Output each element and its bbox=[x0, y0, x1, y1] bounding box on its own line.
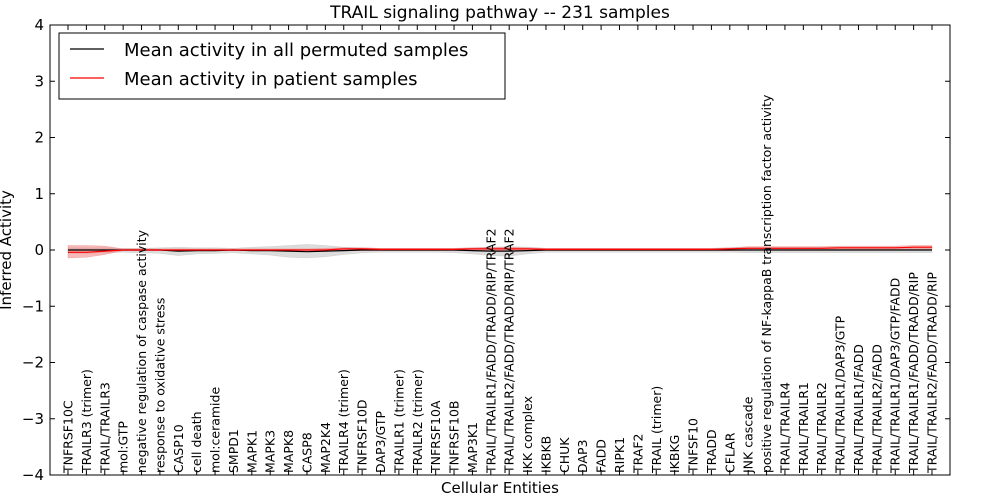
x-category-label: TRAIL/TRAILR1/DAP3/GTP/FADD bbox=[888, 278, 903, 474]
x-category-label: TRAILR3 (trimer) bbox=[79, 369, 94, 474]
x-category-label: MAPK3 bbox=[263, 430, 278, 473]
x-category-label: mol:GTP bbox=[116, 421, 131, 473]
legend-box bbox=[58, 32, 506, 100]
y-tick-label: 3 bbox=[34, 72, 44, 90]
x-category-label: MAPK1 bbox=[244, 430, 259, 473]
y-axis-label: Inferred Activity bbox=[0, 190, 15, 310]
x-category-label: MAP2K4 bbox=[318, 422, 333, 473]
x-category-label: DAP3 bbox=[575, 440, 590, 473]
x-category-label: FADD bbox=[594, 439, 609, 473]
x-category-label: SMPD1 bbox=[226, 429, 241, 473]
x-category-label: TRAILR1 (trimer) bbox=[391, 369, 406, 474]
y-tick-label: −3 bbox=[22, 410, 44, 428]
x-category-label: TRAIL/TRAILR1/FADD/TRADD/RIP/TRAF2 bbox=[483, 228, 498, 474]
y-tick-label: −1 bbox=[22, 297, 44, 315]
x-category-label: TNFRSF10B bbox=[447, 401, 462, 474]
x-category-label: TRAIL/TRAILR1 bbox=[796, 382, 811, 474]
x-category-label: cell death bbox=[189, 411, 204, 473]
x-category-label: JNK cascade bbox=[741, 396, 756, 474]
x-category-label: TRAIL (trimer) bbox=[649, 386, 664, 474]
x-category-label: IKK complex bbox=[520, 396, 535, 473]
x-category-label: RIPK1 bbox=[612, 437, 627, 473]
series-lines bbox=[68, 246, 932, 253]
x-category-label: response to oxidative stress bbox=[152, 298, 167, 473]
y-tick-label: −4 bbox=[22, 466, 44, 484]
legend: Mean activity in all permuted samples Me… bbox=[58, 32, 506, 100]
x-category-label: CASP10 bbox=[171, 424, 186, 473]
x-category-label: TRAIL/TRAILR2 bbox=[814, 382, 829, 474]
x-category-label: TRAILR4 (trimer) bbox=[336, 369, 351, 474]
x-category-label: TRAILR2 (trimer) bbox=[410, 369, 425, 474]
y-axis: 4 3 2 1 0 −1 −2 −3 −4 bbox=[22, 16, 950, 484]
x-category-label: TRAIL/TRAILR3 bbox=[97, 382, 112, 474]
x-category-label: TRAIL/TRAILR2/FADD bbox=[869, 344, 884, 474]
y-tick-label: 4 bbox=[34, 16, 44, 34]
x-category-label: DAP3/GTP bbox=[373, 410, 388, 473]
x-category-label: TRAIL/TRAILR1/DAP3/GTP bbox=[833, 315, 848, 474]
x-axis-label: Cellular Entities bbox=[441, 479, 559, 497]
x-category-label: positive regulation of NF-kappaB transcr… bbox=[759, 94, 774, 473]
x-category-label: TRAIL/TRAILR1/FADD/TRADD/RIP bbox=[906, 272, 921, 474]
chart-title: TRAIL signaling pathway -- 231 samples bbox=[329, 3, 670, 23]
x-category-label: TNFRSF10C bbox=[61, 400, 76, 474]
x-category-label: CHUK bbox=[557, 437, 572, 473]
x-category-label: TRAF2 bbox=[630, 433, 645, 474]
x-category-label: TRAIL/TRAILR4 bbox=[777, 382, 792, 474]
x-category-label: CASP8 bbox=[299, 432, 314, 473]
x-category-label: MAP3K1 bbox=[465, 422, 480, 473]
x-category-label: mol:ceramide bbox=[208, 387, 223, 473]
x-category-label: TRAIL/TRAILR2/FADD/TRADD/RIP bbox=[925, 272, 940, 474]
legend-label-patient: Mean activity in patient samples bbox=[124, 69, 418, 90]
x-category-label: TNFRSF10A bbox=[428, 400, 443, 474]
x-category-label: TRAIL/TRAILR2/FADD/TRADD/RIP/TRAF2 bbox=[502, 228, 517, 474]
legend-label-permuted: Mean activity in all permuted samples bbox=[124, 40, 468, 61]
x-category-label: IKBKG bbox=[667, 435, 682, 473]
x-category-label: TNFRSF10D bbox=[355, 399, 370, 474]
x-category-label: TNFSF10 bbox=[686, 418, 701, 474]
y-tick-label: 1 bbox=[34, 185, 44, 203]
x-category-label: negative regulation of caspase activity bbox=[134, 229, 149, 473]
x-category-label: CFLAR bbox=[722, 432, 737, 473]
y-tick-label: −2 bbox=[22, 354, 44, 372]
y-tick-label: 0 bbox=[34, 241, 44, 259]
x-axis-category-labels: TNFRSF10C TRAILR3 (trimer) TRAIL/TRAILR3 mo… bbox=[61, 25, 940, 475]
x-category-label: TRAIL/TRAILR1/FADD bbox=[851, 344, 866, 474]
patient-mean-line bbox=[68, 246, 932, 253]
x-category-label: TRADD bbox=[704, 429, 719, 474]
y-tick-label: 2 bbox=[34, 129, 44, 147]
x-category-label: MAPK8 bbox=[281, 430, 296, 473]
x-category-label: IKBKB bbox=[538, 436, 553, 473]
